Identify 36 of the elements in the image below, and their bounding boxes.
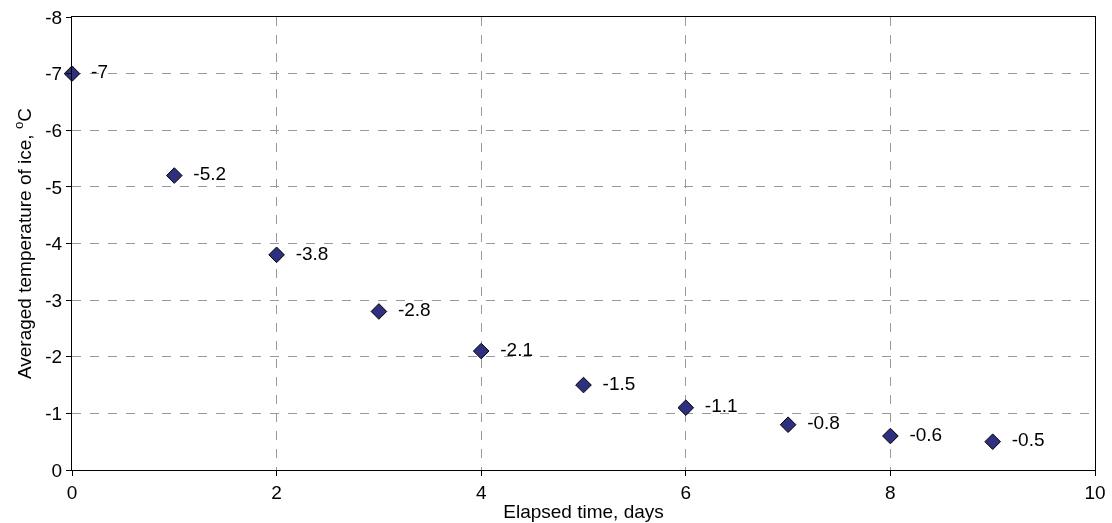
- data-label: -1.1: [694, 395, 738, 417]
- x-tick-label: 6: [680, 481, 692, 503]
- data-label: -5.2: [182, 163, 227, 185]
- x-tick-label: 4: [475, 481, 487, 503]
- x-tick-label: 8: [885, 481, 896, 503]
- y-tick-label: -1: [45, 403, 63, 425]
- x-tick-label: 0: [66, 481, 78, 503]
- y-tick-label: -7: [45, 63, 63, 85]
- point: [370, 303, 388, 320]
- point: [575, 376, 592, 394]
- point: [63, 65, 81, 82]
- data-label: -0.6: [898, 423, 943, 445]
- point: [779, 416, 797, 433]
- data-label: -2.1: [489, 338, 534, 360]
- x-tick-label: 2: [271, 481, 282, 503]
- data-label: -3.8: [285, 242, 329, 264]
- point: [268, 246, 285, 264]
- y-tick-label: -5: [45, 176, 63, 198]
- data-label: -0.5: [1001, 429, 1045, 451]
- data-label: -0.8: [796, 412, 840, 434]
- point: [166, 167, 183, 184]
- data-label: -1.5: [592, 372, 636, 394]
- point: [984, 433, 1001, 450]
- y-tick-label: -8: [45, 6, 63, 28]
- y-tick-label: -4: [45, 233, 63, 255]
- point: [677, 399, 695, 417]
- point: [472, 342, 490, 360]
- x-tick-label: 10: [1084, 481, 1106, 503]
- point: [882, 427, 899, 445]
- x-axis-title: Elapsed time, days: [503, 500, 664, 522]
- y-tick-label: -3: [45, 289, 63, 311]
- y-tick-label: -2: [45, 346, 63, 368]
- y-tick-label: 0: [51, 459, 63, 481]
- data-label: -2.8: [387, 299, 431, 321]
- data-label: -7: [80, 61, 108, 83]
- y-tick-label: -6: [45, 119, 63, 141]
